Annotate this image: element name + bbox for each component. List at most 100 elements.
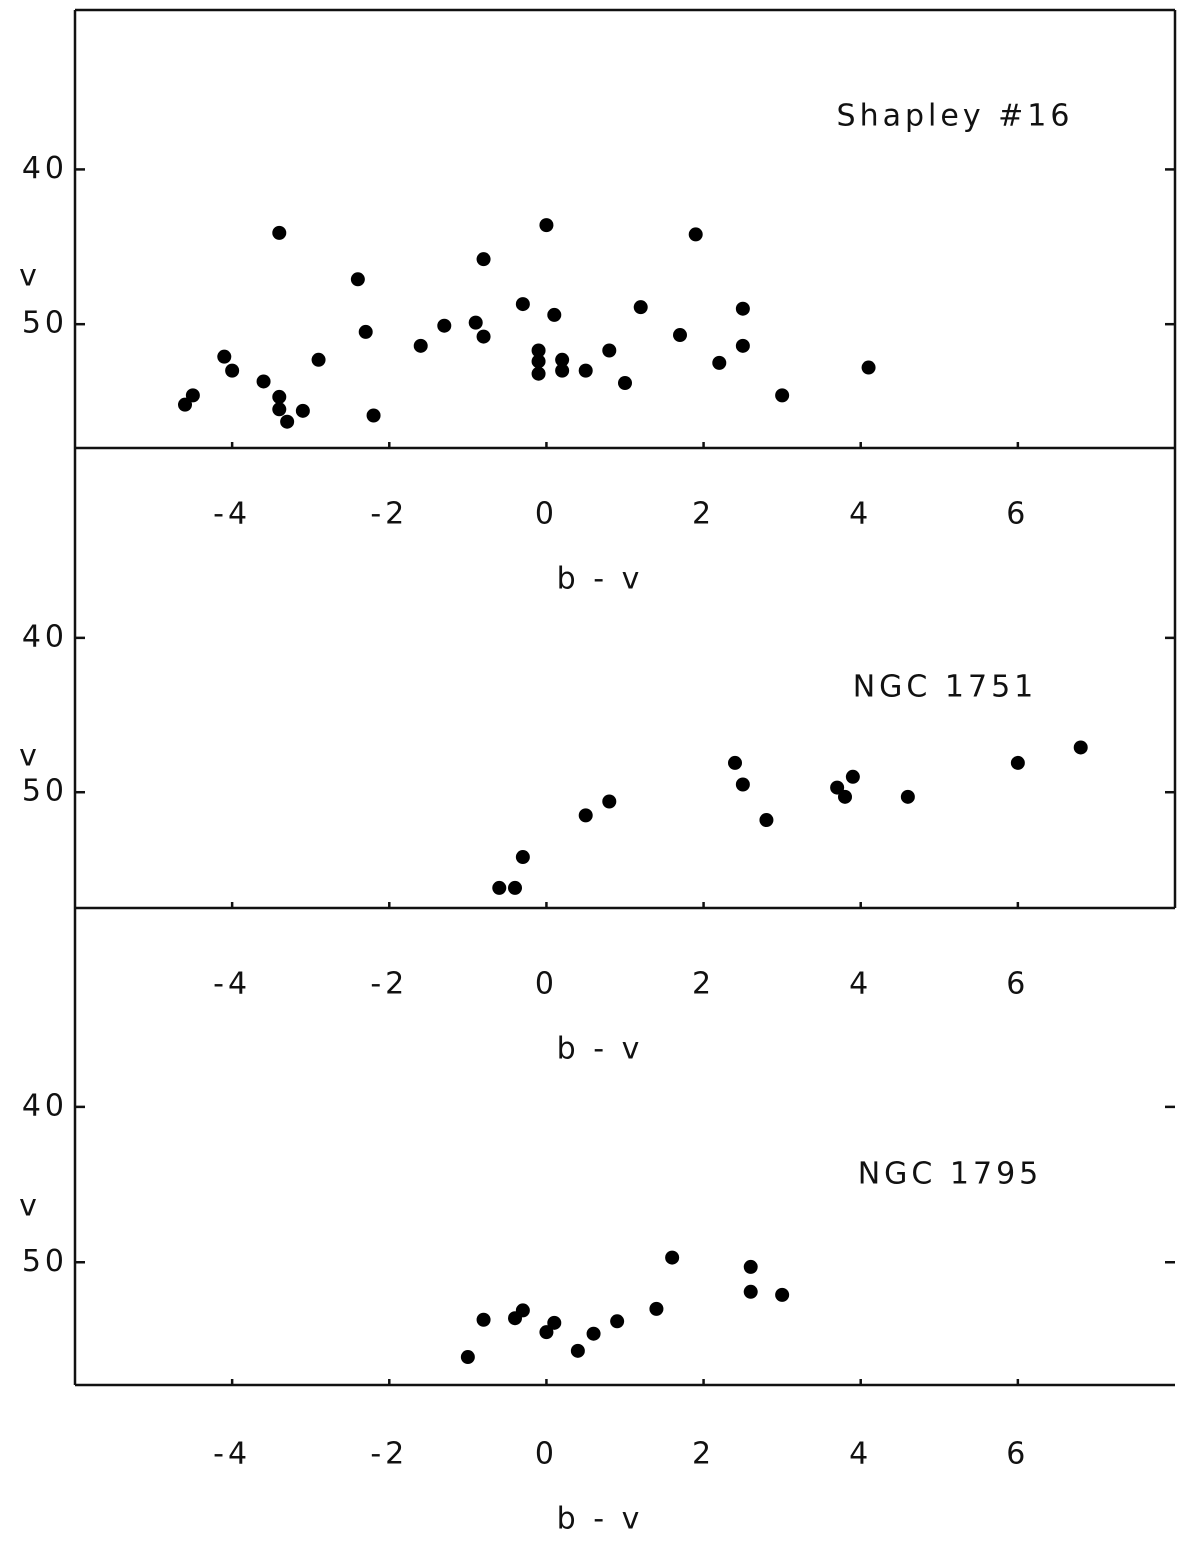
point xyxy=(531,366,546,381)
point xyxy=(570,1343,585,1358)
point xyxy=(555,363,570,378)
x-axis-label: b - v xyxy=(557,1032,644,1067)
x-tick-label: 2 xyxy=(692,497,715,532)
point xyxy=(515,850,530,865)
x-tick-label: -4 xyxy=(213,1437,251,1472)
point xyxy=(437,318,452,333)
point xyxy=(547,1315,562,1330)
point xyxy=(280,414,295,429)
point xyxy=(272,389,287,404)
x-tick-label: -2 xyxy=(370,1437,408,1472)
point xyxy=(515,297,530,312)
x-tick-label: 0 xyxy=(535,1437,558,1472)
x-axis-label: b - v xyxy=(557,562,644,597)
point xyxy=(272,402,287,417)
point xyxy=(178,397,192,412)
x-tick-label: 6 xyxy=(1006,967,1029,1002)
x-tick-label: 2 xyxy=(692,1437,715,1472)
point xyxy=(673,328,687,343)
x-tick-label: -4 xyxy=(213,967,251,1002)
y-tick-label: 40 xyxy=(22,151,68,186)
point xyxy=(508,880,522,895)
point xyxy=(743,1259,758,1274)
x-tick-label: 4 xyxy=(849,967,872,1002)
point xyxy=(735,777,750,792)
point xyxy=(830,780,845,795)
panel-title: NGC 1751 xyxy=(853,670,1038,705)
y-axis-label: v xyxy=(19,259,41,294)
point xyxy=(225,363,240,378)
point xyxy=(476,1312,491,1327)
point xyxy=(1010,755,1025,770)
panel-title: NGC 1795 xyxy=(858,1157,1043,1192)
x-tick-label: -2 xyxy=(370,967,408,1002)
x-tick-label: 6 xyxy=(1006,497,1029,532)
point xyxy=(602,343,617,358)
point xyxy=(539,1325,554,1340)
x-tick-label: 0 xyxy=(535,967,558,1002)
point xyxy=(295,403,310,418)
x-tick-label: 0 xyxy=(535,497,558,532)
y-tick-label: 50 xyxy=(22,306,68,341)
x-tick-label: -4 xyxy=(213,497,251,532)
point xyxy=(665,1250,680,1265)
point xyxy=(350,272,365,287)
point xyxy=(272,225,287,240)
point xyxy=(775,1287,790,1302)
point xyxy=(555,352,570,367)
point xyxy=(861,360,876,375)
point xyxy=(1073,740,1088,755)
point xyxy=(759,813,774,828)
y-tick-label: 50 xyxy=(22,1244,68,1279)
point xyxy=(900,789,915,804)
point xyxy=(531,343,546,358)
point xyxy=(256,374,271,389)
point xyxy=(602,794,617,809)
point xyxy=(735,338,750,353)
point xyxy=(578,808,593,823)
point xyxy=(649,1301,664,1316)
x-tick-label: 6 xyxy=(1006,1437,1029,1472)
point xyxy=(547,307,562,322)
x-tick-label: 2 xyxy=(692,967,715,1002)
point xyxy=(531,354,546,369)
point xyxy=(688,227,703,242)
point xyxy=(311,352,326,367)
point xyxy=(775,388,790,403)
point xyxy=(845,769,860,784)
x-axis-label: b - v xyxy=(557,1502,644,1537)
point xyxy=(618,375,632,390)
point xyxy=(476,329,491,344)
point xyxy=(578,363,593,378)
y-tick-label: 40 xyxy=(22,619,68,654)
x-tick-label: -2 xyxy=(370,497,408,532)
point xyxy=(712,355,727,370)
point xyxy=(476,252,491,267)
point xyxy=(492,880,507,895)
point xyxy=(633,300,648,315)
point xyxy=(468,315,483,330)
y-axis-label: v xyxy=(19,739,41,774)
point xyxy=(366,408,381,423)
point xyxy=(217,349,232,364)
point xyxy=(735,301,750,316)
point xyxy=(185,388,200,403)
point xyxy=(586,1326,601,1341)
point xyxy=(413,338,428,353)
x-tick-label: 4 xyxy=(849,497,872,532)
point xyxy=(358,324,373,339)
x-tick-label: 4 xyxy=(849,1437,872,1472)
y-tick-label: 40 xyxy=(22,1088,68,1123)
point xyxy=(610,1314,625,1329)
point xyxy=(728,755,742,770)
y-axis-label: v xyxy=(19,1189,41,1224)
y-tick-label: 50 xyxy=(22,774,68,809)
point xyxy=(539,218,554,233)
point xyxy=(460,1350,475,1365)
point xyxy=(515,1303,530,1318)
point xyxy=(838,789,852,804)
point xyxy=(743,1284,758,1299)
panel-title: Shapley #16 xyxy=(837,99,1074,134)
